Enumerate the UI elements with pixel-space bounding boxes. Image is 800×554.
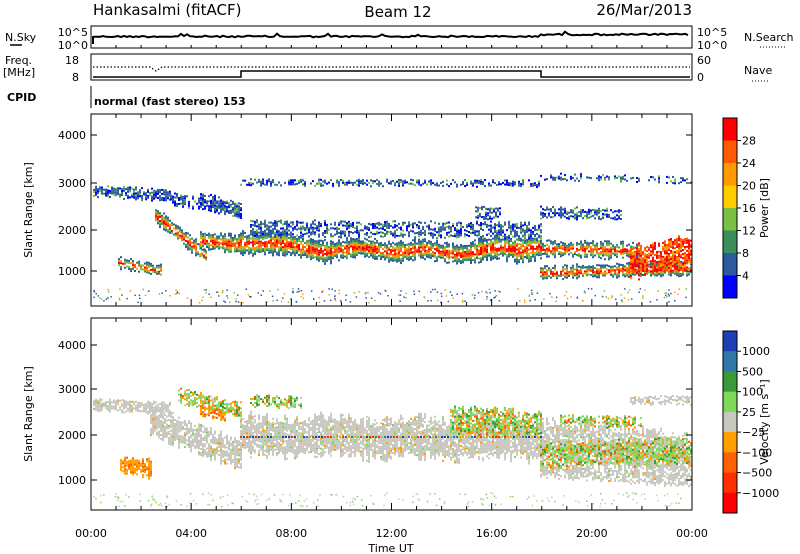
power-cbar-swatch bbox=[723, 275, 737, 299]
velocity-cbar-swatch bbox=[723, 331, 737, 352]
xtick-label: 08:00 bbox=[275, 527, 307, 540]
power-cbar-tick: 24 bbox=[742, 157, 756, 170]
velocity-cbar-tick: −1000 bbox=[742, 487, 779, 500]
power-ylabel: Slant Range [km] bbox=[22, 162, 35, 258]
cpid-label: CPID bbox=[7, 91, 36, 104]
noise-left-tick-bottom: 10^0 bbox=[58, 39, 88, 52]
velocity-cbar-swatch bbox=[723, 472, 737, 494]
velocity-cbar-tick: 25 bbox=[742, 406, 756, 419]
vel-ytick-label: 1000 bbox=[58, 474, 86, 487]
power-data bbox=[93, 172, 692, 304]
power-cbar-tick: 20 bbox=[742, 180, 756, 193]
freq-left-tick-bottom: 8 bbox=[72, 71, 79, 84]
power-cbar-swatch bbox=[723, 163, 737, 186]
velocity-cbar-tick: 1000 bbox=[742, 345, 770, 358]
noise-left-tick-top: 10^5 bbox=[58, 26, 88, 39]
vel-ytick-label: 4000 bbox=[58, 339, 86, 352]
velocity-ylabel: Slant Range [km] bbox=[22, 366, 35, 462]
noise-right-tick-bottom: 10^0 bbox=[697, 39, 727, 52]
velocity-data bbox=[93, 387, 692, 508]
velocity-cbar-tick: −25 bbox=[742, 426, 765, 439]
noise-panel: N.Sky 10^5 10^0 10^5 10^0 N.Search bbox=[5, 25, 794, 52]
freq-label: Freq. bbox=[5, 54, 32, 67]
power-colorbar: 28 24 20 16 12 8 4 Power [dB] bbox=[722, 117, 771, 299]
power-cbar-swatch bbox=[723, 230, 737, 254]
xtick-label: 20:00 bbox=[576, 527, 608, 540]
beam-title: Beam 12 bbox=[364, 3, 431, 21]
power-cbar-swatch bbox=[723, 185, 737, 209]
velocity-cbar-swatch bbox=[723, 492, 737, 514]
frequency-panel: Freq. [MHz] 18 8 60 0 Nave bbox=[3, 53, 772, 84]
nave-label: Nave bbox=[744, 64, 772, 77]
power-cbar-swatch bbox=[723, 118, 737, 141]
power-cbar-tick: 4 bbox=[742, 270, 749, 283]
power-ytick-label: 4000 bbox=[58, 129, 86, 142]
velocity-cbar-tick: −500 bbox=[742, 467, 772, 480]
xtick-label: 00:00 bbox=[75, 527, 107, 540]
xtick-label: 00:00 bbox=[676, 527, 708, 540]
velocity-panel: 4000 3000 2000 1000 Slant Range [km] bbox=[22, 317, 693, 511]
power-ytick-label: 2000 bbox=[58, 224, 86, 237]
noise-right-tick-top: 10^5 bbox=[697, 26, 727, 39]
vel-ytick-label: 3000 bbox=[58, 383, 86, 396]
cpid-text: normal (fast stereo) 153 bbox=[94, 95, 246, 108]
power-panel: 4000 3000 2000 1000 Slant Range [km] bbox=[22, 45, 693, 307]
power-ytick-label: 1000 bbox=[58, 265, 86, 278]
xtick-label: 16:00 bbox=[476, 527, 508, 540]
velocity-colorbar: 1000 500 100 25 −25 −100 −500 −1000 Velocity [m… bbox=[722, 330, 779, 514]
noise-sky-line bbox=[92, 30, 689, 44]
velocity-cbar-tick: −100 bbox=[742, 446, 772, 459]
x-axis-label: Time UT bbox=[367, 542, 413, 554]
velocity-cbar-swatch bbox=[723, 391, 737, 413]
velocity-cbar-swatch bbox=[723, 411, 737, 433]
velocity-cbar-tick: 500 bbox=[742, 365, 763, 378]
power-ytick-label: 3000 bbox=[58, 177, 86, 190]
velocity-cbar-label: Velocity [m s⁻¹] bbox=[758, 379, 771, 464]
velocity-cbar-tick: 100 bbox=[742, 386, 763, 399]
xtick-label: 04:00 bbox=[175, 527, 207, 540]
nave-dotted-line bbox=[93, 66, 690, 72]
date-title: 26/Mar/2013 bbox=[596, 1, 692, 19]
power-cbar-tick: 8 bbox=[742, 247, 749, 260]
power-cbar-tick: 12 bbox=[742, 225, 756, 238]
noise-search-label: N.Search bbox=[744, 31, 794, 44]
freq-left-tick-top: 18 bbox=[65, 54, 79, 67]
power-cbar-tick: 16 bbox=[742, 202, 756, 215]
frequency-line bbox=[93, 70, 690, 78]
xtick-label: 12:00 bbox=[376, 527, 408, 540]
freq-unit-label: [MHz] bbox=[3, 66, 35, 79]
power-cbar-swatch bbox=[723, 140, 737, 164]
station-title: Hankasalmi (fitACF) bbox=[93, 1, 241, 19]
power-cbar-swatch bbox=[723, 253, 737, 276]
power-cbar-label: Power [dB] bbox=[758, 178, 771, 238]
freq-right-tick-bottom: 0 bbox=[697, 71, 704, 84]
velocity-cbar-swatch bbox=[723, 432, 737, 453]
power-cbar-swatch bbox=[723, 208, 737, 231]
power-cbar-tick: 28 bbox=[742, 135, 756, 148]
velocity-cbar-swatch bbox=[723, 351, 737, 372]
velocity-cbar-swatch bbox=[723, 371, 737, 393]
velocity-cbar-swatch bbox=[723, 452, 737, 474]
noise-sky-label: N.Sky bbox=[5, 31, 37, 44]
freq-right-tick-top: 60 bbox=[697, 54, 711, 67]
vel-ytick-label: 2000 bbox=[58, 429, 86, 442]
